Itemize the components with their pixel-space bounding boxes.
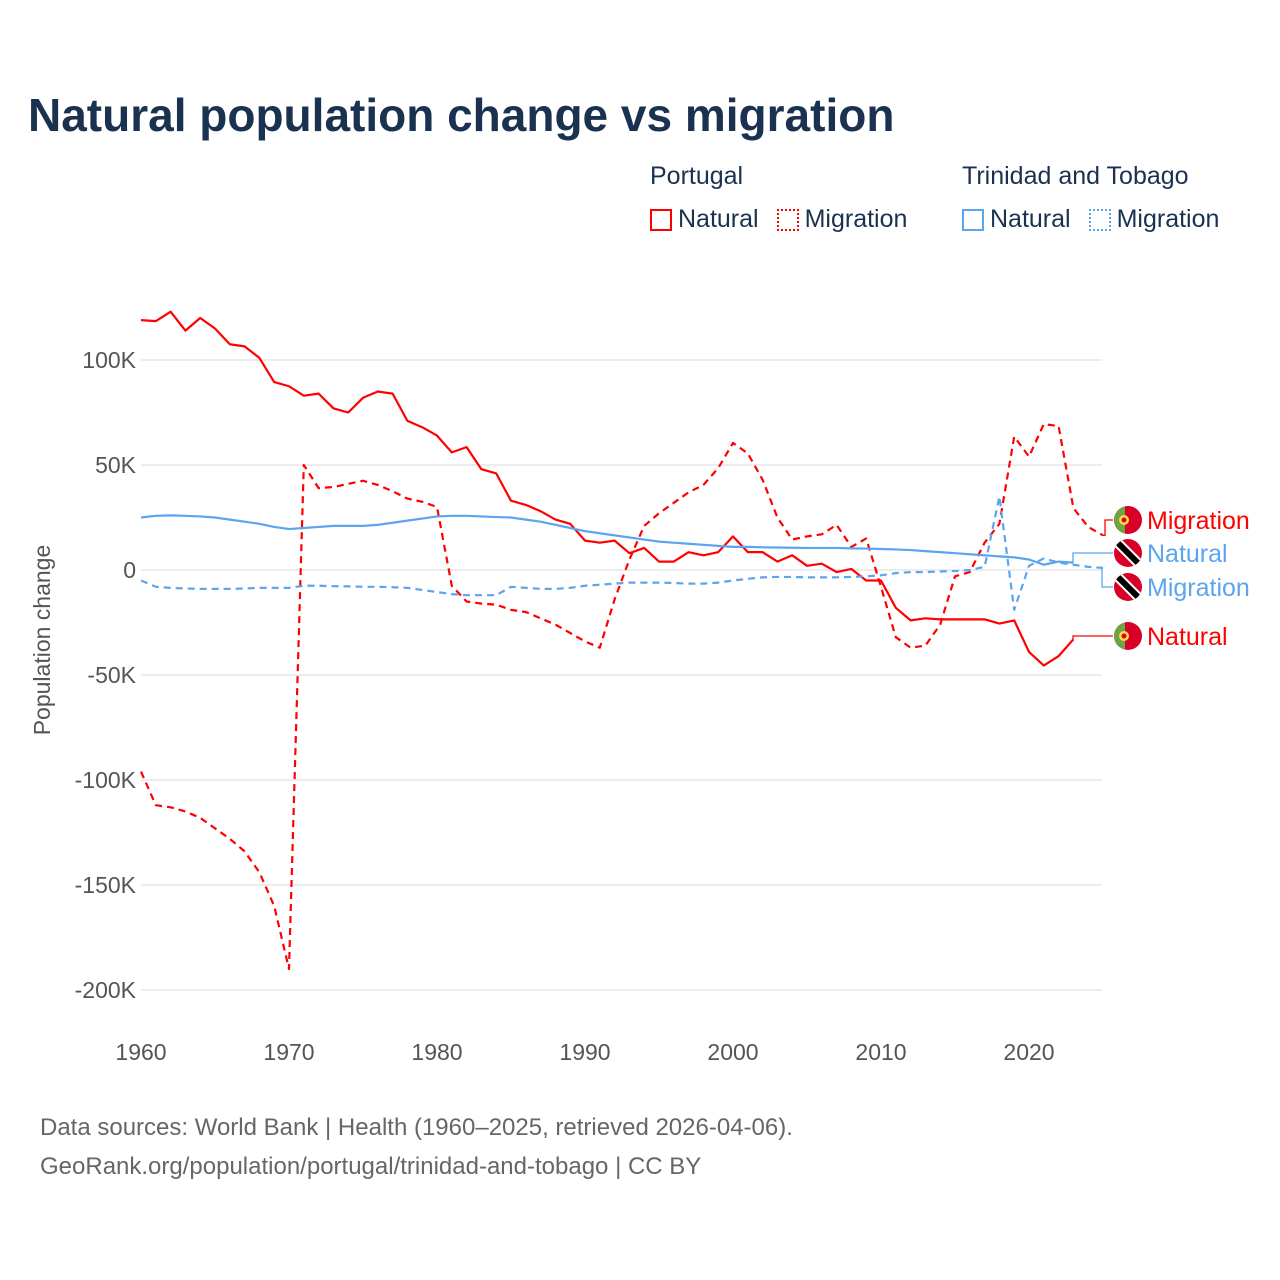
legend-item-portugal-natural[interactable]: Natural — [650, 205, 759, 234]
legend-swatch-solid — [962, 208, 984, 231]
series-line-portugal-migration — [139, 422, 1104, 971]
legend-item-trinidad-migration[interactable]: Migration — [1088, 205, 1220, 234]
series-end-label: Natural — [1147, 623, 1228, 651]
series-line-trinidad-and-tobago-natural — [140, 514, 1074, 566]
x-tick-label: 1990 — [559, 1039, 610, 1065]
label-connector — [1072, 635, 1113, 640]
legend-label: Migration — [804, 205, 908, 233]
y-tick-label: 50K — [95, 452, 137, 478]
data-source-text: Data sources: World Bank | Health (1960–… — [40, 1114, 793, 1141]
legend-label: Natural — [678, 205, 759, 233]
legend-label: Migration — [1116, 205, 1220, 233]
label-connector — [1101, 567, 1113, 588]
x-tick-label: 2020 — [1003, 1039, 1054, 1065]
series-end-label: Natural — [1147, 540, 1228, 568]
x-tick-label: 1970 — [263, 1039, 314, 1065]
legend-group-title: Portugal — [650, 162, 744, 190]
attribution-link[interactable]: GeoRank.org/population/portugal/trinidad… — [40, 1153, 702, 1180]
label-connector — [1072, 552, 1113, 564]
series-end-label: Migration — [1147, 574, 1250, 602]
series-end-label: Migration — [1147, 507, 1250, 535]
footer: Data sources: World Bank | Health (1960–… — [40, 1108, 793, 1186]
legend-swatch-dotted — [776, 208, 799, 231]
legend-item-portugal-migration[interactable]: Migration — [776, 205, 908, 234]
y-tick-label: -100K — [75, 767, 137, 793]
legend-item-trinidad-natural[interactable]: Natural — [962, 205, 1071, 234]
trinidad-flag-icon — [1114, 573, 1142, 601]
x-tick-label: 1980 — [411, 1039, 462, 1065]
series-line-portugal-natural — [140, 310, 1075, 667]
y-axis-label: Population change — [29, 545, 55, 736]
y-tick-label: 100K — [82, 347, 136, 373]
y-tick-label: -50K — [87, 662, 136, 688]
y-tick-label: -150K — [75, 872, 137, 898]
legend-group-portugal: Portugal Natural Migration — [650, 162, 907, 234]
x-tick-label: 1960 — [115, 1039, 166, 1065]
legend-group-trinidad: Trinidad and Tobago Natural Migration — [962, 162, 1219, 234]
x-tick-label: 2000 — [707, 1039, 758, 1065]
portugal-flag-icon — [1114, 506, 1142, 534]
label-connector — [1103, 519, 1113, 536]
portugal-flag-icon — [1114, 622, 1142, 650]
legend-group-title: Trinidad and Tobago — [962, 162, 1189, 190]
trinidad-flag-icon — [1114, 539, 1142, 567]
legend-swatch-dotted — [1088, 208, 1111, 231]
legend-label: Natural — [990, 205, 1071, 233]
y-tick-label: 0 — [123, 557, 136, 583]
x-tick-label: 2010 — [855, 1039, 906, 1065]
y-tick-label: -200K — [75, 977, 137, 1003]
chart-title: Natural population change vs migration — [28, 89, 895, 141]
legend-swatch-solid — [650, 208, 672, 231]
series-line-trinidad-and-tobago-migration — [140, 495, 1104, 612]
